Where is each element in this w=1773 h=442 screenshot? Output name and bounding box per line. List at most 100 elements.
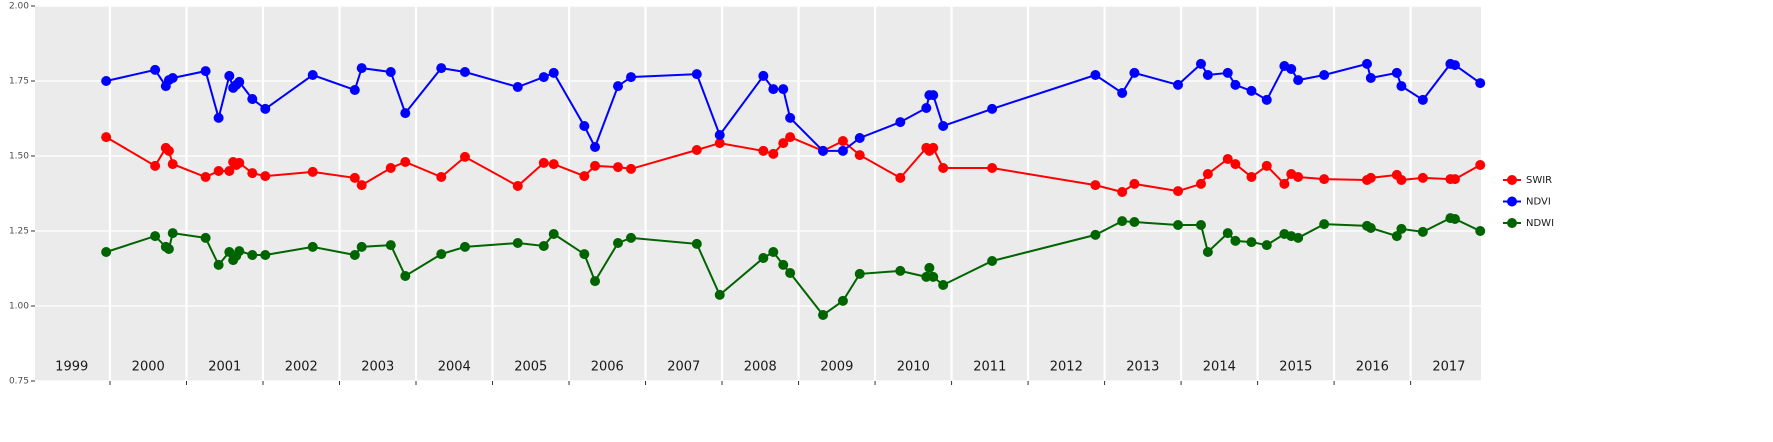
year-label: 2017 [1432, 360, 1465, 375]
point [459, 67, 470, 77]
point [163, 244, 174, 254]
point [768, 84, 779, 95]
y-tick-label: 1.50 [9, 152, 29, 162]
point [512, 181, 523, 191]
point [1286, 64, 1297, 74]
point [1365, 223, 1376, 233]
point [1246, 85, 1257, 96]
point [625, 163, 636, 174]
point [400, 157, 411, 167]
point [758, 145, 769, 156]
point [1475, 78, 1486, 89]
point [1173, 79, 1184, 90]
point [163, 145, 174, 156]
point [213, 112, 224, 123]
point [579, 171, 590, 182]
point [349, 85, 360, 95]
point [307, 241, 318, 252]
point [895, 117, 906, 128]
point [307, 70, 318, 80]
point [548, 229, 559, 239]
year-label: 2010 [897, 360, 930, 375]
point [987, 103, 998, 114]
point [1173, 220, 1184, 230]
point [1195, 178, 1206, 189]
point [167, 73, 178, 83]
point [837, 145, 848, 156]
year-label: 1999 [55, 360, 88, 375]
point [1202, 169, 1213, 179]
point [768, 148, 779, 159]
point [224, 166, 235, 176]
point [260, 171, 271, 182]
point [1202, 247, 1213, 257]
point [1129, 217, 1140, 227]
point [590, 160, 601, 171]
point [1090, 70, 1101, 80]
point [1396, 81, 1407, 92]
point [921, 103, 932, 113]
year-label: 2016 [1356, 360, 1389, 375]
point [512, 238, 523, 248]
point [385, 163, 396, 173]
point [200, 172, 211, 182]
point [1365, 73, 1376, 83]
point [579, 249, 590, 260]
panel [35, 6, 1481, 381]
point [436, 249, 447, 260]
point [150, 231, 161, 242]
point [758, 70, 769, 81]
point [307, 166, 318, 177]
point [778, 84, 789, 95]
legend-marker [1507, 175, 1517, 185]
point [1475, 160, 1486, 170]
point [1117, 216, 1128, 227]
point [247, 94, 258, 104]
point [837, 136, 848, 146]
point [590, 276, 601, 287]
point [356, 180, 367, 191]
point [1230, 159, 1241, 170]
point [612, 162, 623, 173]
point [1449, 174, 1460, 185]
point [167, 159, 178, 170]
year-label: 2012 [1050, 360, 1083, 375]
point [1117, 187, 1128, 197]
year-label: 2004 [438, 360, 471, 375]
legend-marker [1507, 218, 1517, 228]
point [1293, 172, 1304, 182]
year-label: 2011 [973, 360, 1006, 375]
point [1417, 94, 1428, 105]
point [200, 232, 211, 243]
point [785, 132, 796, 143]
point [200, 66, 211, 77]
point [928, 271, 939, 282]
point [1117, 88, 1128, 98]
point [1417, 226, 1428, 237]
point [349, 172, 360, 183]
point [1293, 232, 1304, 243]
point [349, 250, 360, 260]
point [1195, 58, 1206, 69]
point [1396, 175, 1407, 185]
point [1279, 178, 1290, 189]
point [512, 82, 523, 92]
point [924, 262, 935, 273]
point [938, 280, 949, 290]
year-label: 2007 [667, 360, 700, 375]
point [1449, 60, 1460, 71]
point [1090, 180, 1101, 191]
point [1195, 220, 1206, 230]
point [1261, 160, 1272, 171]
point [234, 157, 245, 168]
point [356, 63, 367, 74]
point [928, 90, 939, 101]
point [837, 295, 848, 306]
point [1222, 228, 1233, 239]
point [895, 172, 906, 183]
point [167, 228, 178, 239]
point [612, 238, 623, 248]
point [548, 67, 559, 78]
point [1475, 226, 1486, 236]
point [785, 112, 796, 123]
